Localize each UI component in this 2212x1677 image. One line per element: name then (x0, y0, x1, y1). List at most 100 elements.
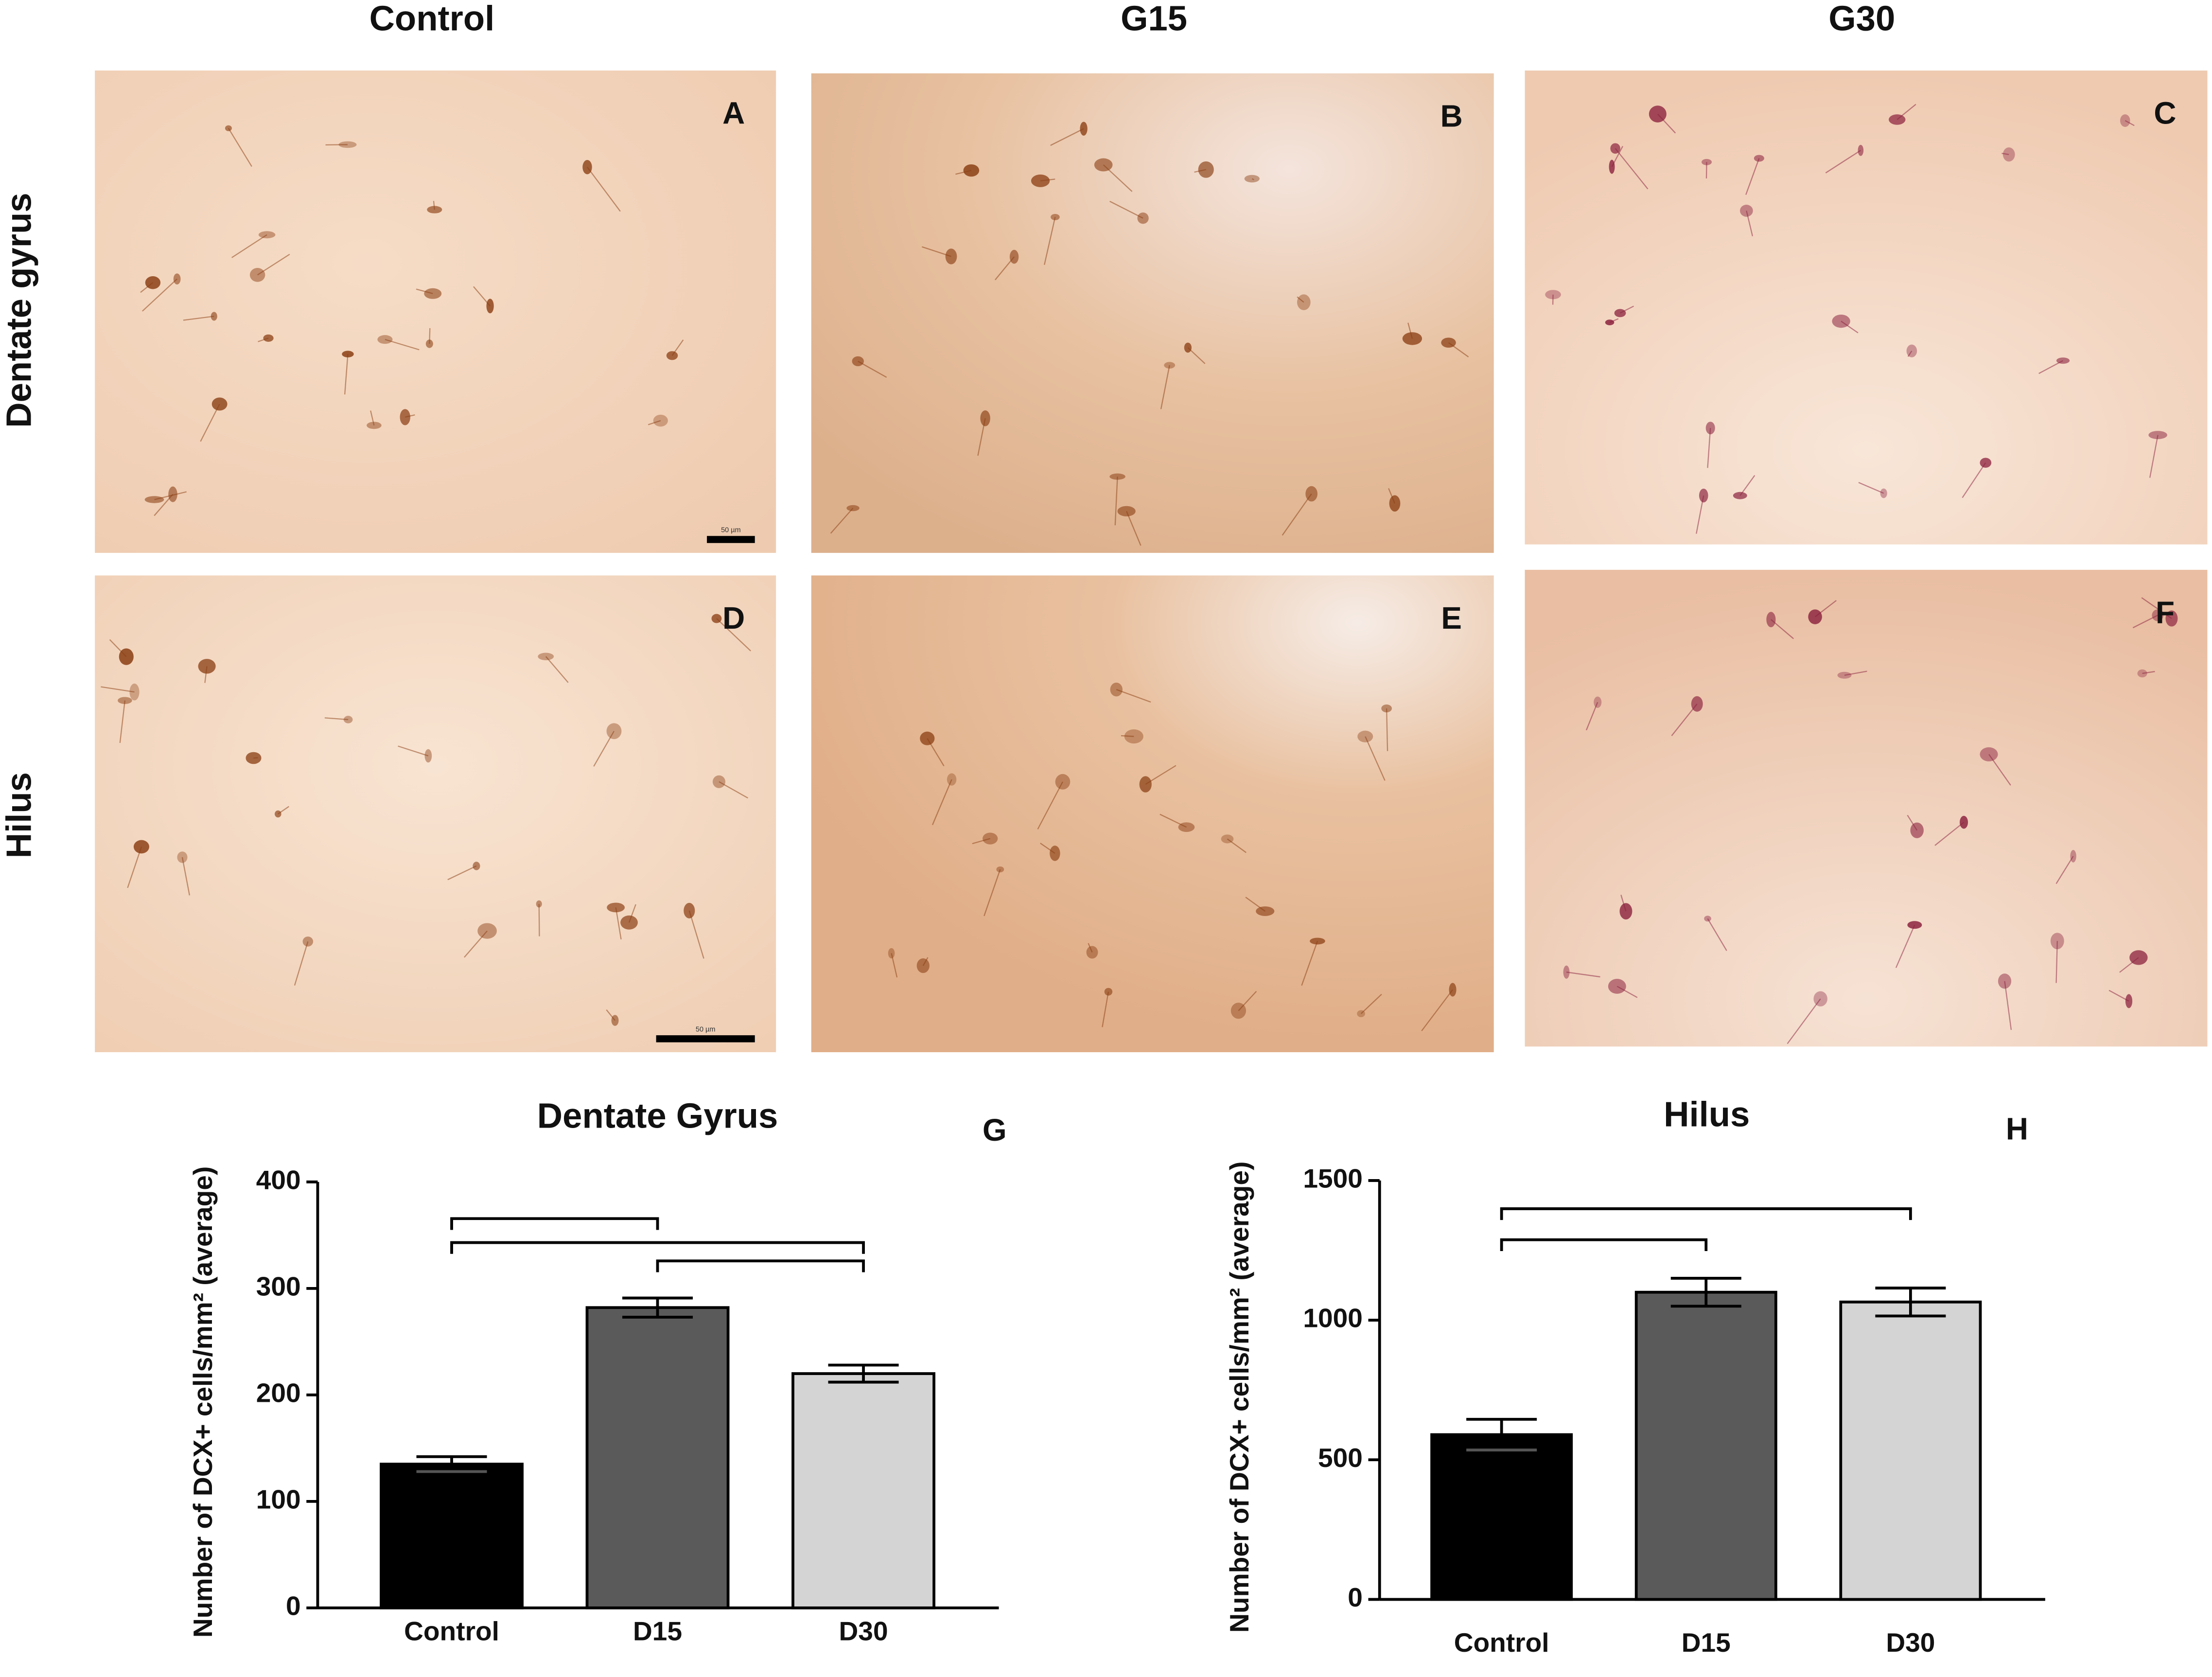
neurite (344, 354, 349, 395)
neurite (1907, 351, 1913, 357)
neurite (1040, 843, 1055, 854)
y-tick-label: 1500 (1303, 1163, 1363, 1193)
neurite (1841, 320, 1859, 334)
neurite (2149, 435, 2159, 478)
neurite (628, 904, 636, 923)
neurite (398, 745, 429, 757)
stained-cell (246, 752, 262, 764)
neurite (429, 328, 431, 344)
stained-cell (377, 335, 393, 344)
significance-bracket (656, 1259, 865, 1272)
neurite (1159, 813, 1187, 828)
column-header: Control (369, 0, 495, 38)
neurite (1109, 200, 1143, 219)
neurite (1145, 765, 1176, 785)
neurite (1251, 178, 1254, 180)
neurite (278, 806, 289, 814)
neurite (1102, 991, 1109, 1027)
neurite (1238, 990, 1257, 1011)
neurite (404, 414, 415, 418)
stained-cell (1117, 506, 1136, 517)
x-tick-label: D15 (633, 1616, 682, 1646)
neurite (1858, 482, 1884, 494)
significance-bracket (450, 1217, 659, 1230)
stained-cell (1449, 983, 1457, 997)
stained-cell (1704, 916, 1711, 922)
neurite (1620, 895, 1627, 912)
neurite (1707, 428, 1711, 468)
y-axis-label: Number of DCX+ cells/mm² (average) (188, 1166, 218, 1638)
neurite (2141, 597, 2172, 619)
stained-cell (129, 683, 140, 701)
neurite (1365, 736, 1386, 781)
neurite (127, 847, 142, 888)
neurite (416, 288, 433, 294)
neurite (891, 953, 898, 978)
stained-cell (1164, 362, 1176, 369)
neurite (1707, 918, 1727, 951)
stained-cell (2137, 669, 2147, 678)
neurite (1934, 822, 1965, 846)
neurite (593, 731, 615, 767)
y-tick-label: 100 (256, 1484, 301, 1514)
neurite (473, 286, 491, 307)
neurite (688, 910, 704, 959)
neurite (1696, 495, 1704, 534)
neurite (977, 418, 986, 456)
stained-cell (1889, 114, 1906, 125)
neurite (1566, 971, 1600, 978)
panel-letter: B (1440, 99, 1463, 134)
micrographs: A 50 µm B C D 50 µm E F (95, 71, 2208, 1052)
stained-cell (945, 248, 957, 265)
stained-cell (424, 288, 442, 299)
neurite (1657, 113, 1676, 134)
panel-letter: C (2154, 96, 2176, 131)
neurite (1037, 781, 1063, 830)
neurite (719, 781, 748, 799)
stained-cell (1184, 342, 1192, 353)
neurite (858, 360, 887, 378)
neurite (2142, 671, 2155, 674)
bar (791, 1372, 936, 1609)
stained-cell (996, 866, 1004, 873)
neurite (204, 666, 208, 683)
stained-cell (1086, 946, 1098, 959)
neurite (1771, 619, 1794, 639)
neurite (1962, 462, 1986, 498)
neurite (1619, 305, 1634, 314)
neurite (1844, 671, 1867, 676)
panel-letter: E (1441, 600, 1462, 635)
neurite (1044, 217, 1056, 265)
neurite (648, 420, 661, 425)
neurite (1896, 104, 1916, 120)
y-tick-label: 0 (1348, 1582, 1363, 1612)
neurite (1739, 475, 1756, 496)
panel-letter: F (2156, 595, 2175, 630)
neurite (606, 1009, 615, 1021)
neurite (2055, 856, 2074, 884)
stained-cell (1297, 294, 1311, 310)
bar (1430, 1433, 1573, 1601)
neurite (385, 339, 420, 351)
neurite (325, 144, 348, 146)
neurite (1360, 993, 1382, 1014)
neurite (972, 838, 991, 845)
neurite (200, 404, 220, 442)
neurite (2001, 153, 2009, 155)
neurite (1825, 150, 1861, 174)
neurite (1194, 169, 1206, 173)
significance-bracket (450, 1241, 865, 1254)
neurite (1301, 941, 1318, 986)
chart-title: Dentate Gyrus (537, 1096, 778, 1135)
stained-cell (338, 141, 357, 148)
chart-title: Hilus (1664, 1095, 1750, 1134)
panel-letter: G (983, 1112, 1007, 1147)
neurite (1040, 178, 1055, 182)
row-header: Dentate gyrus (0, 193, 38, 427)
bar (1634, 1290, 1777, 1601)
neurite (1609, 318, 1619, 323)
stained-cell (249, 268, 265, 282)
scale-bar (656, 1035, 755, 1042)
panel-letter: A (722, 96, 745, 131)
